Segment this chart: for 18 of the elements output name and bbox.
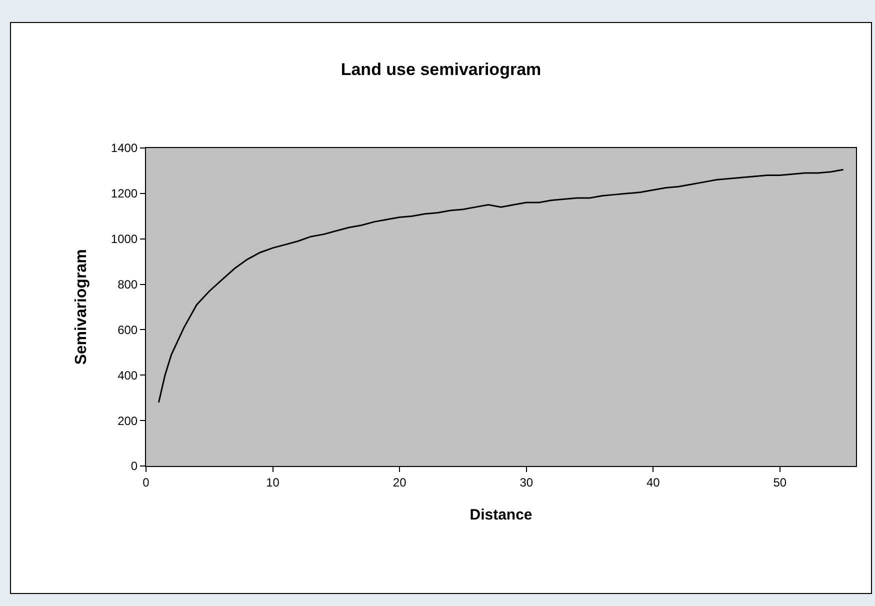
- x-tick-label: 0: [142, 475, 150, 490]
- x-axis-title: Distance: [470, 506, 532, 524]
- x-tick-label: 40: [646, 475, 660, 490]
- y-axis-title: Semivariogram: [72, 249, 90, 365]
- y-tick-label: 200: [118, 414, 138, 428]
- y-tick-label: 800: [118, 277, 138, 292]
- x-tick-label: 20: [392, 475, 407, 490]
- y-tick-label: 1400: [110, 141, 138, 156]
- x-tick-label: 50: [773, 475, 787, 490]
- y-tick-label: 1200: [110, 186, 138, 201]
- y-tick-label: 0: [130, 459, 138, 474]
- y-tick-label: 1000: [110, 232, 138, 246]
- y-tick-label: 600: [118, 322, 138, 337]
- y-tick-label: 400: [118, 368, 138, 382]
- x-tick-label: 10: [266, 475, 280, 490]
- x-tick-label: 30: [520, 475, 534, 490]
- line-series: [158, 168, 844, 404]
- chart-title: Land use semivariogram: [340, 60, 542, 79]
